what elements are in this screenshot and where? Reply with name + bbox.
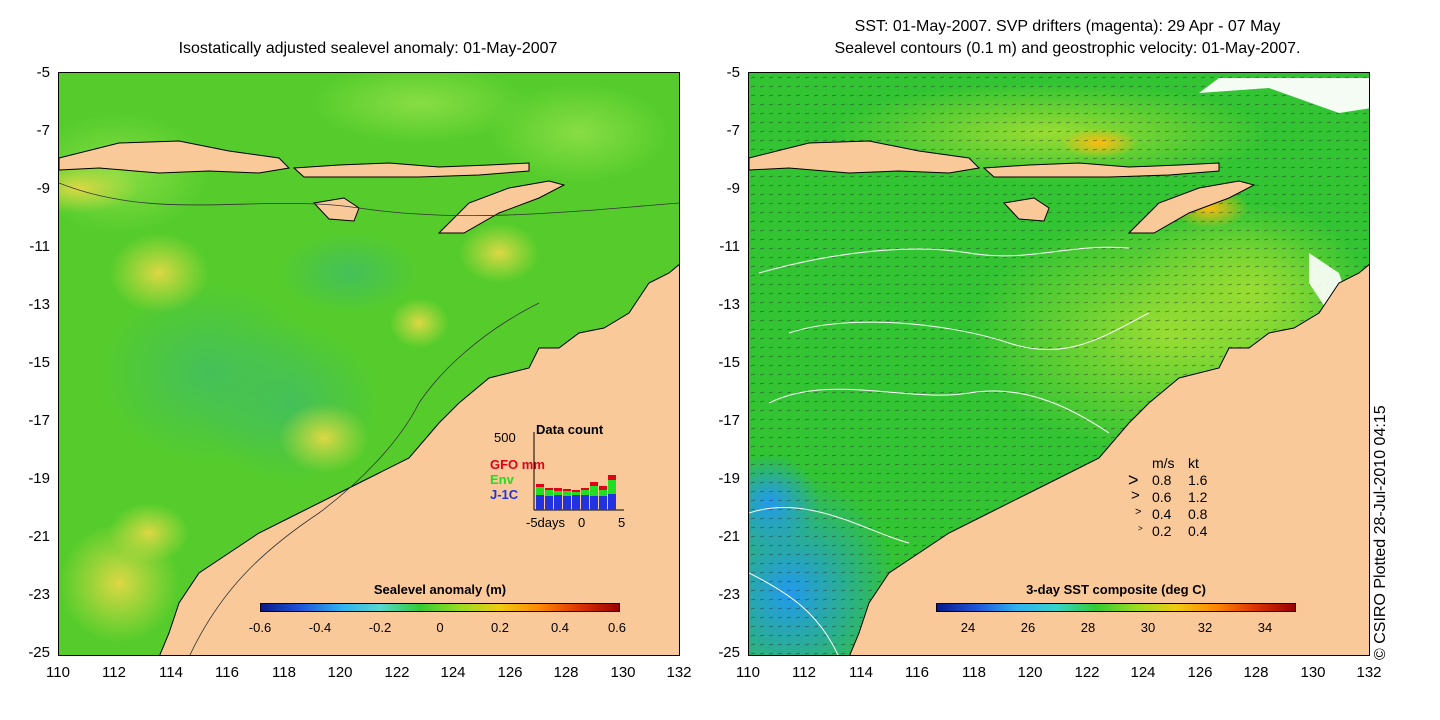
velocity-arrow-icon: > bbox=[1135, 506, 1142, 518]
data-count-x-start: -5days bbox=[526, 515, 566, 530]
x-tick-left: 118 bbox=[272, 664, 296, 681]
y-tick-right: -5 bbox=[726, 64, 740, 81]
x-tick-right: 124 bbox=[1130, 664, 1156, 681]
y-tick-right: -13 bbox=[718, 296, 740, 313]
sst-colorbar-tick: 34 bbox=[1257, 620, 1273, 635]
left-panel-title: Isostatically adjusted sealevel anomaly:… bbox=[178, 40, 558, 57]
sealevel-colorbar-tick: 0.6 bbox=[607, 620, 627, 635]
sst-colorbar bbox=[936, 603, 1296, 612]
velocity-arrow-icon: > bbox=[1131, 487, 1140, 504]
velocity-legend-kt: 1.2 bbox=[1188, 489, 1208, 505]
sst-colorbar-tick: 32 bbox=[1197, 620, 1213, 635]
velocity-legend-kt: 0.8 bbox=[1188, 506, 1208, 522]
x-tick-left: 130 bbox=[610, 664, 636, 681]
sealevel-colorbar-tick: -0.4 bbox=[308, 620, 332, 635]
x-tick-right: 112 bbox=[792, 664, 816, 681]
y-tick-left: -23 bbox=[28, 586, 50, 603]
sealevel-colorbar-tick: 0.2 bbox=[490, 620, 510, 635]
data-count-bars bbox=[533, 432, 624, 511]
legend-j1c: J-1C bbox=[490, 487, 519, 502]
sealevel-colorbar-tick: 0.4 bbox=[550, 620, 570, 635]
x-tick-right: 132 bbox=[1356, 664, 1382, 681]
velocity-legend-kt: 1.6 bbox=[1188, 472, 1208, 488]
right-panel-title-line2: Sealevel contours (0.1 m) and geostrophi… bbox=[834, 40, 1301, 57]
x-tick-left: 112 bbox=[102, 664, 126, 681]
velocity-legend-ms: 0.2 bbox=[1152, 523, 1172, 539]
x-tick-right: 128 bbox=[1243, 664, 1269, 681]
x-tick-left: 128 bbox=[553, 664, 579, 681]
y-tick-right: -17 bbox=[718, 412, 740, 429]
data-count-x-end: 5 bbox=[618, 515, 626, 530]
y-tick-right: -25 bbox=[718, 644, 740, 661]
x-tick-right: 122 bbox=[1074, 664, 1100, 681]
velocity-arrow-icon: > bbox=[1128, 470, 1139, 490]
sealevel-map-graphic bbox=[59, 73, 679, 655]
sst-map-graphic bbox=[749, 73, 1369, 655]
x-tick-right: 114 bbox=[849, 664, 873, 681]
y-tick-right: -9 bbox=[726, 180, 740, 197]
velocity-legend-ms: 0.6 bbox=[1152, 489, 1172, 505]
x-tick-right: 130 bbox=[1300, 664, 1326, 681]
legend-env: Env bbox=[490, 472, 514, 487]
y-tick-left: -7 bbox=[36, 122, 50, 139]
y-tick-left: -11 bbox=[29, 238, 50, 255]
x-tick-left: 116 bbox=[215, 664, 239, 681]
sealevel-colorbar-tick: -0.2 bbox=[368, 620, 392, 635]
y-tick-right: -11 bbox=[719, 238, 740, 255]
velocity-legend-kt: 0.4 bbox=[1188, 523, 1208, 539]
sealevel-colorbar-tick: 0 bbox=[436, 620, 444, 635]
sst-map bbox=[748, 72, 1370, 656]
y-tick-left: -9 bbox=[36, 180, 50, 197]
right-panel-title-line1: SST: 01-May-2007. SVP drifters (magenta)… bbox=[854, 18, 1281, 35]
x-tick-left: 132 bbox=[666, 664, 692, 681]
sealevel-colorbar-title: Sealevel anomaly (m) bbox=[373, 582, 507, 597]
y-tick-right: -23 bbox=[718, 586, 740, 603]
y-tick-left: -17 bbox=[28, 412, 50, 429]
data-count-title: Data count bbox=[536, 422, 604, 437]
sealevel-map bbox=[58, 72, 680, 656]
y-tick-right: -7 bbox=[726, 122, 740, 139]
data-count-x-mid: 0 bbox=[578, 515, 586, 530]
x-tick-right: 126 bbox=[1187, 664, 1213, 681]
y-tick-right: -21 bbox=[718, 528, 740, 545]
x-tick-left: 122 bbox=[384, 664, 410, 681]
x-tick-right: 110 bbox=[736, 664, 760, 681]
velocity-arrow-icon: > bbox=[1138, 524, 1143, 533]
sst-colorbar-tick: 24 bbox=[960, 620, 976, 635]
sst-colorbar-tick: 30 bbox=[1140, 620, 1156, 635]
velocity-legend-header-ms: m/s bbox=[1152, 455, 1175, 471]
sealevel-colorbar bbox=[260, 603, 620, 612]
velocity-legend-ms: 0.8 bbox=[1152, 472, 1172, 488]
sst-colorbar-tick: 28 bbox=[1080, 620, 1096, 635]
legend-gfo: GFO mm bbox=[490, 457, 545, 472]
y-tick-left: -19 bbox=[28, 470, 50, 487]
plot-credit: © CSIRO Plotted 28-Jul-2010 04:15 bbox=[1372, 405, 1389, 660]
x-tick-left: 120 bbox=[327, 664, 353, 681]
x-tick-right: 116 bbox=[905, 664, 929, 681]
sealevel-colorbar-tick: -0.6 bbox=[248, 620, 272, 635]
x-tick-left: 110 bbox=[46, 664, 70, 681]
y-tick-right: -19 bbox=[718, 470, 740, 487]
velocity-legend-header-kt: kt bbox=[1188, 455, 1199, 471]
x-tick-left: 114 bbox=[159, 664, 183, 681]
x-tick-left: 124 bbox=[440, 664, 466, 681]
velocity-legend-ms: 0.4 bbox=[1152, 506, 1172, 522]
sst-colorbar-title: 3-day SST composite (deg C) bbox=[1026, 582, 1206, 597]
x-tick-left: 126 bbox=[497, 664, 523, 681]
y-tick-left: -25 bbox=[28, 644, 50, 661]
y-tick-left: -13 bbox=[28, 296, 50, 313]
y-tick-left: -21 bbox=[28, 528, 50, 545]
data-count-ymax: 500 bbox=[494, 430, 516, 445]
y-tick-right: -15 bbox=[718, 354, 740, 371]
sst-colorbar-tick: 26 bbox=[1020, 620, 1036, 635]
x-tick-right: 118 bbox=[962, 664, 986, 681]
y-tick-left: -5 bbox=[36, 64, 50, 81]
x-tick-right: 120 bbox=[1017, 664, 1043, 681]
y-tick-left: -15 bbox=[28, 354, 50, 371]
